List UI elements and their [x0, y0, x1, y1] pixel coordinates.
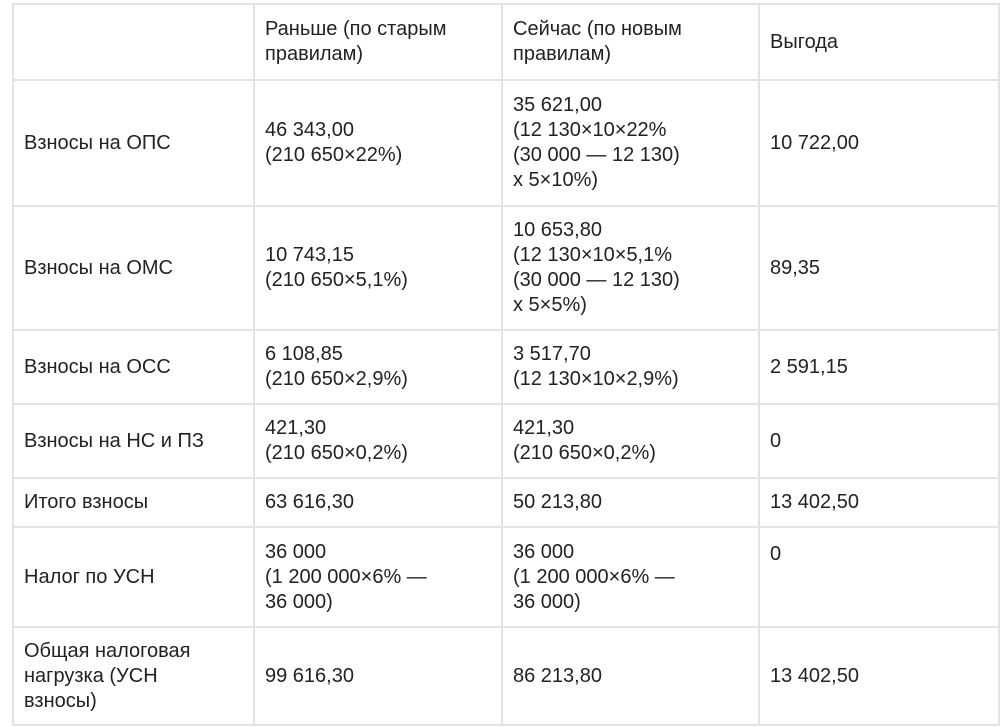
- row-old-value: 6 108,85 (210 650×2,9%): [253, 329, 503, 405]
- row-benefit: 89,35: [758, 205, 1000, 331]
- row-old-value: 46 343,00 (210 650×22%): [253, 79, 503, 207]
- row-old-value: 63 616,30: [253, 477, 503, 528]
- table-row: Взносы на ОМС 10 743,15 (210 650×5,1%) 1…: [12, 205, 1000, 331]
- row-old-value: 36 000 (1 200 000×6% — 36 000): [253, 526, 503, 628]
- table-row: Взносы на ОПС 46 343,00 (210 650×22%) 35…: [12, 79, 1000, 207]
- row-benefit: 2 591,15: [758, 329, 1000, 405]
- row-old-value: 10 743,15 (210 650×5,1%): [253, 205, 503, 331]
- row-label: Взносы на ОМС: [12, 205, 255, 331]
- header-benefit: Выгода: [758, 3, 1000, 81]
- table-row: Итого взносы 63 616,30 50 213,80 13 402,…: [12, 477, 1000, 528]
- row-benefit: 13 402,50: [758, 477, 1000, 528]
- row-old-value: 421,30 (210 650×0,2%): [253, 403, 503, 479]
- row-label: Общая налоговая нагрузка (УСН взносы): [12, 626, 255, 726]
- row-new-value: 50 213,80: [501, 477, 760, 528]
- row-label: Взносы на НС и ПЗ: [12, 403, 255, 479]
- row-new-value: 421,30 (210 650×0,2%): [501, 403, 760, 479]
- row-label: Взносы на ОПС: [12, 79, 255, 207]
- table-row: Взносы на НС и ПЗ 421,30 (210 650×0,2%) …: [12, 403, 1000, 479]
- table-row: Налог по УСН 36 000 (1 200 000×6% — 36 0…: [12, 526, 1000, 628]
- table-row: Общая налоговая нагрузка (УСН взносы) 99…: [12, 626, 1000, 726]
- row-new-value: 3 517,70 (12 130×10×2,9%): [501, 329, 760, 405]
- table-row: Взносы на ОСС 6 108,85 (210 650×2,9%) 3 …: [12, 329, 1000, 405]
- row-label: Итого взносы: [12, 477, 255, 528]
- row-new-value: 36 000 (1 200 000×6% — 36 000): [501, 526, 760, 628]
- comparison-table: Раньше (по старым правилам) Сейчас (по н…: [12, 3, 1000, 726]
- table-header-row: Раньше (по старым правилам) Сейчас (по н…: [12, 3, 1000, 81]
- header-empty-cell: [12, 3, 255, 81]
- row-new-value: 10 653,80 (12 130×10×5,1% (30 000 — 12 1…: [501, 205, 760, 331]
- header-old-rules: Раньше (по старым правилам): [253, 3, 503, 81]
- row-benefit: 13 402,50: [758, 626, 1000, 726]
- row-benefit: 0: [758, 403, 1000, 479]
- row-label: Налог по УСН: [12, 526, 255, 628]
- row-new-value: 86 213,80: [501, 626, 760, 726]
- header-new-rules: Сейчас (по новым правилам): [501, 3, 760, 81]
- row-new-value: 35 621,00 (12 130×10×22% (30 000 — 12 13…: [501, 79, 760, 207]
- row-benefit: 10 722,00: [758, 79, 1000, 207]
- row-benefit: 0: [758, 526, 1000, 628]
- row-label: Взносы на ОСС: [12, 329, 255, 405]
- row-old-value: 99 616,30: [253, 626, 503, 726]
